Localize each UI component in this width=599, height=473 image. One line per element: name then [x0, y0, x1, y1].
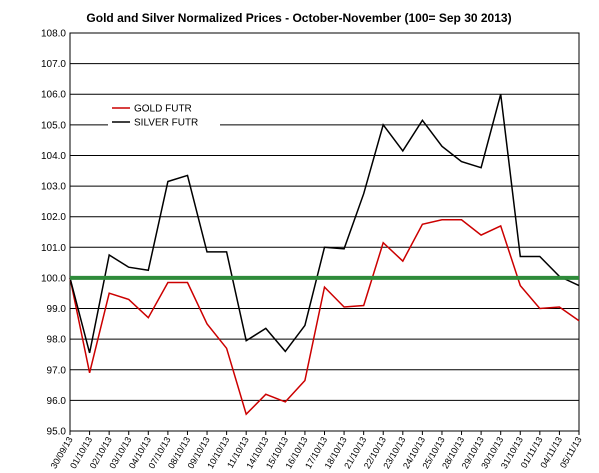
y-tick-label: 96.0	[47, 396, 67, 407]
legend: GOLD FUTR SILVER FUTR	[108, 100, 220, 130]
y-tick-label: 105.0	[41, 120, 66, 131]
y-tick-label: 102.0	[41, 212, 66, 223]
y-tick-label: 107.0	[41, 59, 66, 70]
gold-series-line	[69, 219, 580, 416]
y-tick-label: 101.0	[41, 243, 66, 254]
legend-box	[108, 100, 220, 130]
y-tick-label: 100.0	[41, 273, 66, 284]
y-tick-label: 95.0	[47, 427, 67, 438]
silver-series-line	[69, 94, 580, 354]
chart-title: Gold and Silver Normalized Prices - Octo…	[86, 11, 511, 25]
legend-label: GOLD FUTR	[134, 104, 192, 115]
y-tick-label: 106.0	[41, 90, 66, 101]
legend-label: SILVER FUTR	[134, 118, 198, 129]
y-tick-label: 103.0	[41, 182, 66, 193]
y-tick-label: 97.0	[47, 365, 67, 376]
y-tick-label: 104.0	[41, 151, 66, 162]
series-lines	[69, 94, 580, 416]
y-axis-ticks: 95.0 96.0 97.0 98.0 99.0 100.0 101.0 102.0 103.0…	[41, 29, 66, 438]
y-tick-label: 99.0	[47, 304, 67, 315]
x-axis-ticks: 30/09/1301/10/1302/10/1303/10/1304/10/13…	[49, 431, 584, 470]
y-tick-label: 98.0	[47, 335, 67, 346]
y-tick-label: 108.0	[41, 29, 66, 40]
